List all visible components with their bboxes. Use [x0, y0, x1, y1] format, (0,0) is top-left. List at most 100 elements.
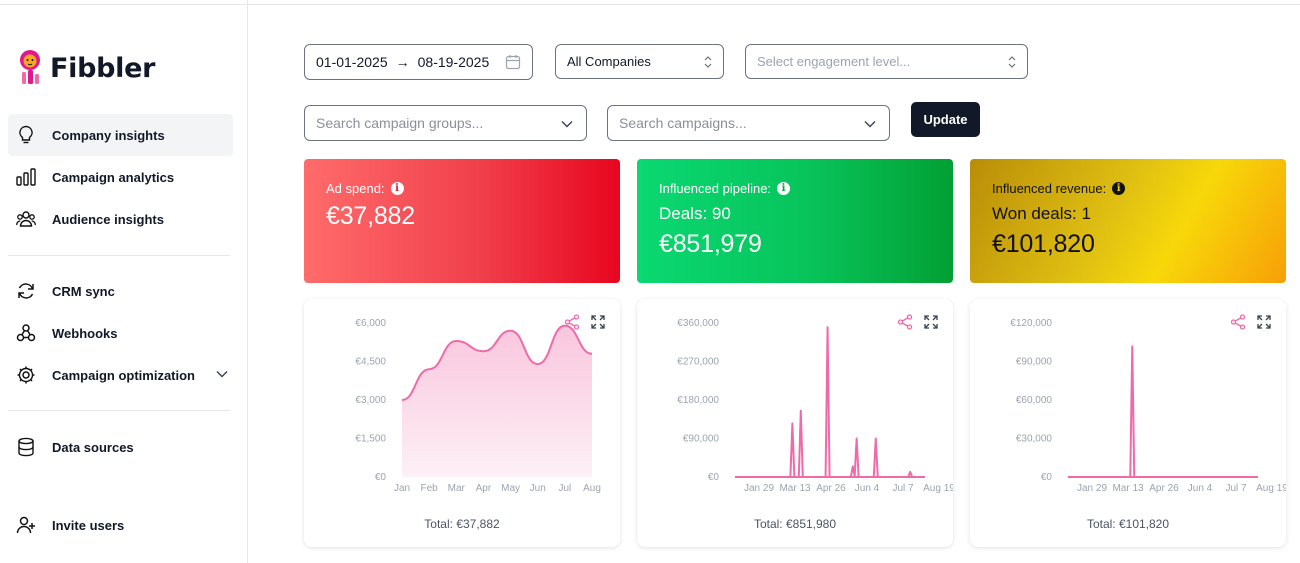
sidebar-item-label: Campaign optimization — [52, 367, 195, 383]
revenue-title: Influenced revenue: — [992, 181, 1107, 196]
info-icon[interactable]: i — [1112, 182, 1126, 195]
sidebar-divider — [8, 410, 230, 411]
y-tick-label: €0 — [708, 472, 720, 483]
refresh-icon — [16, 281, 36, 301]
date-start: 01-01-2025 — [316, 54, 388, 70]
y-tick-label: €270,000 — [677, 357, 719, 368]
select-arrows-icon — [1007, 55, 1017, 69]
share-icon[interactable] — [1230, 314, 1246, 335]
spike-mark — [1129, 345, 1136, 478]
pipeline-chart-card: €360,000 €270,000 €180,000 €90,000 €0 Jan 29 M… — [637, 299, 953, 547]
sidebar-item-crm-sync[interactable]: CRM sync — [8, 270, 233, 312]
area-fill — [402, 325, 592, 477]
y-tick-label: €1,500 — [355, 434, 386, 445]
influenced-pipeline-card: Influenced pipeline: i Deals: 90 €851,97… — [637, 159, 953, 283]
pipeline-chart: €360,000 €270,000 €180,000 €90,000 €0 Jan 29 M… — [677, 318, 953, 494]
x-tick-label: Jan 29 — [744, 483, 774, 494]
company-select[interactable]: All Companies — [555, 44, 724, 79]
y-tick-label: €60,000 — [1016, 395, 1053, 406]
sidebar-item-campaign-optimization[interactable]: Campaign optimization — [8, 354, 233, 396]
expand-icon[interactable] — [923, 314, 939, 335]
campaigns-search[interactable]: Search campaigns... — [607, 105, 890, 141]
share-icon[interactable] — [564, 314, 580, 335]
chevron-down-icon[interactable] — [215, 367, 229, 386]
ad-spend-title: Ad spend: — [326, 181, 385, 196]
user-plus-icon — [16, 515, 36, 535]
sidebar-item-label: CRM sync — [52, 283, 115, 299]
y-tick-label: €90,000 — [1016, 357, 1053, 368]
chart-actions — [1230, 314, 1272, 335]
engagement-level-select[interactable]: Select engagement level... — [745, 44, 1028, 79]
campaign-groups-search[interactable]: Search campaign groups... — [304, 105, 587, 141]
campaigns-placeholder: Search campaigns... — [619, 115, 747, 131]
y-tick-label: €6,000 — [355, 318, 386, 329]
y-tick-label: €0 — [1041, 472, 1053, 483]
sidebar-item-audience-insights[interactable]: Audience insights — [8, 198, 233, 240]
info-icon[interactable]: i — [390, 182, 404, 195]
chevron-down-icon[interactable] — [863, 117, 877, 131]
sidebar-item-label: Webhooks — [52, 325, 118, 341]
pipeline-deals: Deals: 90 — [659, 204, 731, 223]
app-logo[interactable]: Fibbler — [14, 48, 155, 88]
sidebar-item-invite-users[interactable]: Invite users — [8, 504, 233, 546]
x-tick-label: Mar — [448, 483, 466, 494]
chart-actions — [564, 314, 606, 335]
spike-mark — [907, 470, 914, 478]
x-tick-label: Jan 29 — [1077, 483, 1107, 494]
revenue-title-row: Influenced revenue: i — [992, 181, 1286, 196]
expand-icon[interactable] — [1256, 314, 1272, 335]
x-tick-label: Aug — [583, 483, 601, 494]
sidebar-item-webhooks[interactable]: Webhooks — [8, 312, 233, 354]
y-tick-label: €4,500 — [355, 357, 386, 368]
x-tick-label: Mar 13 — [1112, 483, 1144, 494]
date-range-picker[interactable]: 01-01-2025 → 08-19-2025 — [304, 44, 533, 80]
sidebar-item-label: Invite users — [52, 517, 125, 533]
y-tick-label: €0 — [375, 472, 387, 483]
revenue-deals: Won deals: 1 — [992, 204, 1091, 223]
spike-mark — [872, 437, 879, 478]
x-tick-label: Jul 7 — [1225, 483, 1247, 494]
expand-icon[interactable] — [590, 314, 606, 335]
sidebar-item-data-sources[interactable]: Data sources — [8, 426, 233, 468]
spike-mark — [789, 422, 796, 478]
spike-mark — [824, 326, 831, 478]
sidebar-item-company-insights[interactable]: Company insights — [8, 114, 233, 156]
x-tick-label: Jan — [394, 483, 410, 494]
pipeline-title-row: Influenced pipeline: i — [659, 181, 953, 196]
influenced-revenue-card: Influenced revenue: i Won deals: 1 €101,… — [970, 159, 1286, 283]
update-button[interactable]: Update — [911, 102, 980, 137]
chevron-down-icon[interactable] — [560, 117, 574, 131]
y-tick-label: €30,000 — [1016, 434, 1053, 445]
sidebar: Fibbler Company insights Campaign analyt… — [0, 0, 248, 563]
gear-icon — [16, 365, 36, 385]
app-name: Fibbler — [50, 52, 156, 84]
lightbulb-icon — [16, 125, 36, 145]
chart-total: Total: €37,882 — [424, 517, 500, 531]
y-tick-label: €3,000 — [355, 395, 386, 406]
series-line — [401, 324, 593, 401]
sidebar-item-label: Company insights — [52, 127, 165, 143]
x-tick-label: Aug 19 — [923, 483, 953, 494]
lion-logo-icon — [14, 48, 46, 88]
y-tick-label: €90,000 — [683, 434, 720, 445]
x-tick-label: Apr — [476, 483, 492, 494]
calendar-icon[interactable] — [505, 54, 521, 70]
sidebar-item-label: Data sources — [52, 439, 134, 455]
sidebar-divider — [8, 255, 230, 256]
ad-spend-chart-card: €6,000 €4,500 €3,000 €1,500 €0 Jan Feb Mar Apr Ma… — [304, 299, 620, 547]
users-icon — [16, 209, 36, 229]
chart-actions — [897, 314, 939, 335]
sidebar-item-label: Audience insights — [52, 211, 164, 227]
info-icon[interactable]: i — [777, 182, 791, 195]
y-tick-label: €360,000 — [677, 318, 719, 329]
ad-spend-card: Ad spend: i €37,882 — [304, 159, 620, 283]
company-select-value: All Companies — [567, 54, 651, 69]
x-tick-label: May — [501, 483, 520, 494]
date-end: 08-19-2025 — [417, 54, 490, 70]
share-icon[interactable] — [897, 314, 913, 335]
ad-spend-chart: €6,000 €4,500 €3,000 €1,500 €0 Jan Feb Mar Apr Ma… — [355, 318, 601, 494]
x-tick-label: Jun 4 — [855, 483, 880, 494]
sidebar-item-label: Campaign analytics — [52, 169, 175, 185]
database-icon — [16, 437, 36, 457]
sidebar-item-campaign-analytics[interactable]: Campaign analytics — [8, 156, 233, 198]
